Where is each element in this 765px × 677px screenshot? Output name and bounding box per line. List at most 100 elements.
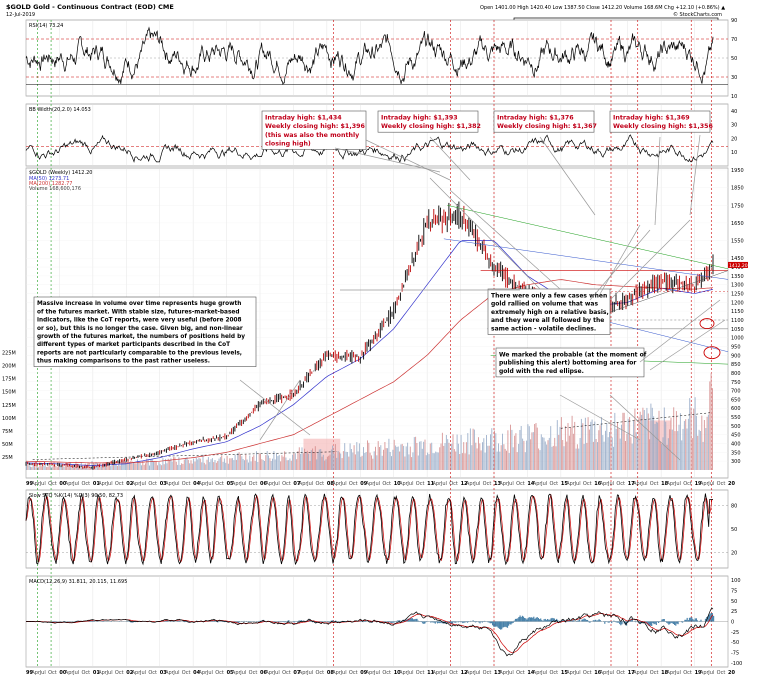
volume-bar — [405, 446, 407, 470]
volume-bar — [167, 458, 169, 470]
volume-bar — [679, 413, 681, 470]
month-label: Jul — [674, 481, 681, 487]
volume-bar — [270, 461, 272, 470]
volume-bar — [340, 453, 342, 470]
volume-bar — [695, 415, 697, 470]
price-tick: 300 — [731, 459, 741, 465]
volume-bar — [310, 450, 312, 470]
volume-bar — [316, 459, 318, 470]
volume-bar — [35, 467, 37, 470]
volume-bar — [341, 458, 343, 470]
volume-bar — [88, 462, 90, 470]
volume-bar — [675, 411, 677, 470]
volume-bar — [221, 455, 223, 470]
macd-hist-bar — [587, 620, 589, 622]
volume-bar — [178, 457, 180, 470]
month-label: Apr — [700, 670, 710, 676]
macd-hist-bar — [496, 621, 498, 627]
volume-bar — [587, 417, 589, 470]
macd-hist-bar — [131, 621, 133, 623]
volume-bar — [373, 451, 375, 470]
month-label: Oct — [449, 481, 458, 487]
macd-hist-bar — [453, 621, 455, 623]
annotation-rally-line: There were only a few cases when — [491, 292, 607, 299]
annotation-high-2011-line: closing high) — [265, 140, 311, 147]
volume-bar — [71, 466, 73, 470]
volume-bar — [701, 415, 703, 470]
year-label: 17 — [628, 670, 635, 676]
volume-bar — [230, 458, 232, 470]
volume-bar — [673, 407, 675, 470]
volume-bar — [353, 445, 355, 470]
volume-bar — [440, 443, 442, 470]
volume-bar — [48, 463, 50, 470]
annotation-bottom-line: We marked the probable (at the moment of — [499, 351, 647, 358]
volume-bar — [416, 443, 418, 470]
volume-bar — [104, 464, 106, 470]
volume-bar — [294, 453, 296, 470]
callout-line — [334, 147, 441, 173]
volume-bar — [588, 429, 590, 470]
month-label: Jul — [607, 670, 614, 676]
price-tick: 700 — [731, 389, 741, 395]
volume-tick: 125M — [2, 403, 16, 409]
callout-line — [259, 379, 301, 441]
volume-trend — [560, 412, 712, 429]
year-label: 00 — [59, 670, 66, 676]
rsi-tick: 50 — [731, 56, 737, 62]
volume-bar — [506, 450, 507, 470]
volume-bar — [39, 462, 41, 470]
macd-hist-bar — [615, 621, 617, 623]
price-tick: 1750 — [731, 203, 744, 209]
macd-hist-bar — [567, 620, 569, 622]
volume-bar — [193, 458, 195, 470]
macd-hist-bar — [502, 621, 504, 628]
month-label: Jul — [406, 481, 413, 487]
macd-hist-bar — [459, 621, 462, 623]
volume-bar — [66, 463, 68, 470]
macd-hist-bar — [490, 621, 492, 624]
volume-bar — [691, 438, 693, 470]
volume-bar — [689, 398, 691, 470]
volume-bar — [187, 459, 189, 470]
volume-bar — [185, 457, 187, 470]
volume-bar — [558, 434, 560, 470]
macd-hist-bar — [479, 621, 481, 624]
volume-bar — [448, 442, 450, 470]
macd-hist-bar — [511, 621, 513, 624]
volume-bar — [218, 458, 220, 470]
macd-hist-bar — [335, 620, 337, 622]
macd-hist-bar — [663, 619, 665, 622]
volume-bar — [348, 456, 350, 470]
volume-bar — [264, 461, 265, 470]
macd-hist-bar — [532, 617, 534, 622]
volume-bar — [483, 438, 485, 470]
month-label: Jul — [172, 670, 179, 676]
macd-hist-bar — [504, 621, 506, 627]
year-label: 14 — [527, 481, 534, 487]
volume-bar — [285, 457, 287, 470]
volume-bar — [401, 443, 403, 470]
month-label: Oct — [416, 481, 425, 487]
ma200-line — [25, 279, 714, 464]
price-tick: 750 — [731, 380, 741, 386]
volume-bar — [60, 466, 62, 470]
volume-bar — [308, 453, 310, 470]
price-tick: 800 — [731, 371, 741, 377]
month-label: Jul — [574, 670, 581, 676]
volume-bar — [643, 410, 645, 470]
year-label: 11 — [427, 481, 434, 487]
macd-hist-bar — [556, 618, 558, 622]
macd-hist-bar — [405, 619, 407, 622]
month-label: Apr — [165, 670, 175, 676]
month-label: Jul — [172, 481, 179, 487]
macd-hist-bar — [438, 621, 440, 623]
month-label: Oct — [650, 481, 659, 487]
month-label: Apr — [299, 481, 309, 487]
macd-hist-bar — [457, 621, 459, 623]
volume-bar — [389, 452, 391, 470]
macd-hist-bar — [384, 621, 386, 623]
macd-hist-bar — [493, 621, 495, 627]
volume-bar — [332, 445, 334, 470]
volume-bar — [146, 458, 148, 470]
